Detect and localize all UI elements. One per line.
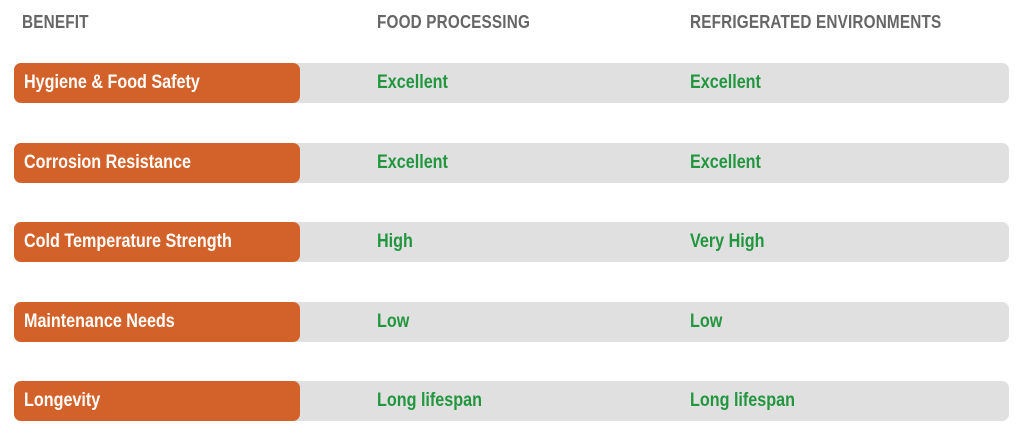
cell-value: Excellent: [690, 143, 773, 183]
cell-value-text: High: [377, 231, 413, 252]
cell-value: High: [377, 222, 419, 262]
cell-value: Very High: [690, 222, 778, 262]
cell-value-text: Excellent: [690, 72, 761, 93]
benefit-label-text: Longevity: [24, 390, 101, 411]
benefit-label-text: Hygiene & Food Safety: [24, 72, 200, 93]
cell-value-text: Long lifespan: [690, 390, 795, 411]
cell-value: Long lifespan: [377, 381, 501, 421]
table-row: Cold Temperature Strength High Very High: [14, 222, 1009, 262]
cell-value-text: Excellent: [377, 72, 448, 93]
table-row: Longevity Long lifespan Long lifespan: [14, 381, 1009, 421]
table-row: Hygiene & Food Safety Excellent Excellent: [14, 63, 1009, 103]
benefit-label-text: Cold Temperature Strength: [24, 231, 232, 252]
column-header: BENEFIT: [22, 12, 89, 32]
cell-value: Excellent: [690, 63, 773, 103]
cell-value-text: Long lifespan: [377, 390, 482, 411]
benefit-label-text: Corrosion Resistance: [24, 151, 191, 173]
cell-value-text: Very High: [690, 231, 765, 252]
benefit-label: Cold Temperature Strength: [14, 222, 300, 262]
column-header: REFRIGERATED ENVIRONMENTS: [690, 12, 942, 32]
benefit-label: Corrosion Resistance: [14, 142, 300, 183]
table-row: Corrosion Resistance Excellent Excellent: [14, 142, 1009, 183]
cell-value-text: Excellent: [377, 151, 448, 173]
cell-value: Low: [377, 302, 415, 342]
cell-value: Long lifespan: [690, 381, 814, 421]
cell-value: Low: [690, 302, 728, 342]
benefit-label: Hygiene & Food Safety: [14, 63, 300, 103]
benefit-label: Maintenance Needs: [14, 301, 300, 342]
cell-value-text: Low: [690, 310, 723, 332]
benefit-label: Longevity: [14, 381, 300, 421]
benefit-label-text: Maintenance Needs: [24, 310, 175, 332]
cell-value: Excellent: [377, 143, 460, 183]
cell-value-text: Low: [377, 310, 410, 332]
column-header: FOOD PROCESSING: [377, 12, 531, 32]
cell-value: Excellent: [377, 63, 460, 103]
table-row: Maintenance Needs Low Low: [14, 301, 1009, 342]
cell-value-text: Excellent: [690, 151, 761, 173]
